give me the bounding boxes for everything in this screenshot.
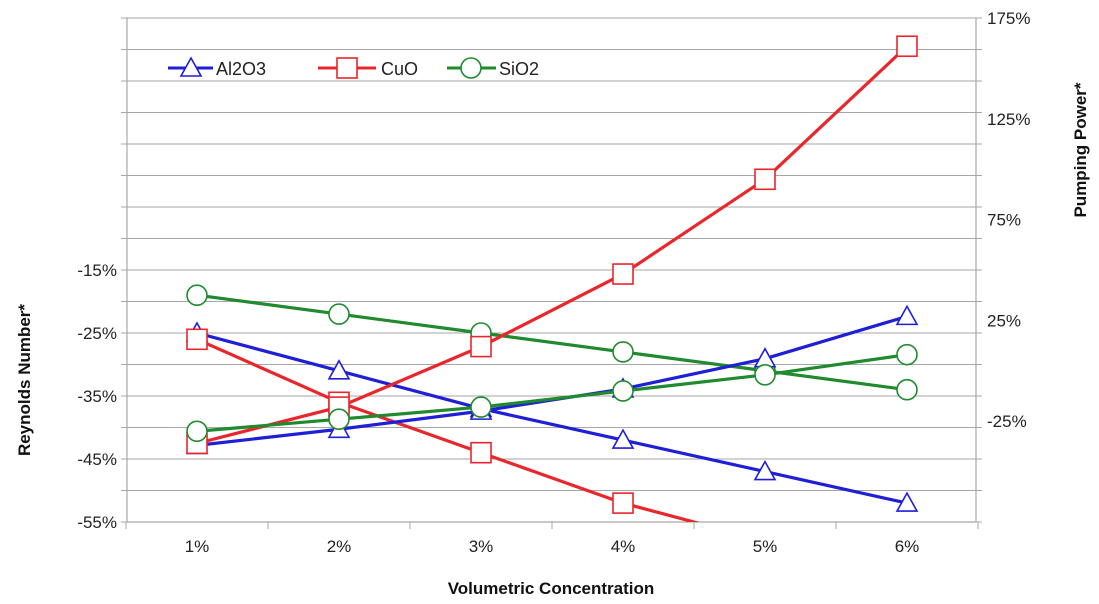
legend-marker-cuo [336, 57, 358, 79]
data-point-al2o3-left [327, 359, 351, 380]
series-line-sio2-right [195, 353, 909, 433]
x-tick-label: 3% [469, 537, 494, 556]
series-al2o3-left [185, 321, 919, 512]
series-al2o3-right [185, 304, 919, 455]
series-line-al2o3-left [195, 331, 909, 505]
y-tick-label-left: -45% [77, 450, 117, 469]
series-line-al2o3-right [195, 314, 909, 447]
y-tick-label-right: 25% [987, 311, 1021, 330]
data-point-sio2-right [328, 408, 350, 430]
legend: Al2O3 CuO SiO2 [168, 56, 539, 79]
x-tick-label: 5% [753, 537, 778, 556]
data-point-sio2-right [612, 380, 634, 402]
y-axis-title: Reynolds Number* [15, 304, 34, 456]
legend-item-cuo: CuO [318, 57, 418, 79]
y-tick-label-right: 75% [987, 211, 1021, 230]
tick-labels: -55% -45% -35% -25% -15% -25% 25% 75% 125% 175% 1%… [77, 9, 1030, 556]
data-point-sio2-right [754, 364, 776, 386]
y-tick-label-left: -35% [77, 387, 117, 406]
data-point-al2o3-left [895, 491, 919, 512]
x-axis-title: Volumetric Concentration [448, 579, 655, 598]
x-tick-label: 1% [185, 537, 210, 556]
series-line-sio2-left [195, 293, 909, 392]
legend-label-cuo: CuO [381, 59, 418, 79]
data-point-cuo-right [612, 263, 634, 285]
data-point-al2o3-right [895, 304, 919, 326]
legend-item-al2o3: Al2O3 [168, 56, 266, 79]
data-point-cuo-left [612, 492, 634, 514]
x-tick-label: 6% [895, 537, 920, 556]
data-point-cuo-right [470, 335, 492, 358]
data-point-sio2-right [470, 396, 492, 418]
data-point-sio2-left [328, 303, 350, 325]
series-layer [185, 35, 919, 522]
data-point-cuo-left [186, 328, 208, 351]
x-tick-label: 2% [327, 537, 352, 556]
gridlines [127, 17, 976, 523]
legend-item-sio2: SiO2 [447, 57, 539, 79]
legend-label-al2o3: Al2O3 [216, 59, 266, 79]
y-tick-label-left: -15% [77, 261, 117, 280]
data-point-sio2-left [186, 284, 208, 307]
y-tick-label-right: -25% [987, 412, 1027, 431]
y2-axis-title: Pumping Power* [1071, 82, 1090, 217]
data-point-sio2-left [612, 341, 634, 363]
y-tick-label-right: 125% [987, 110, 1030, 129]
data-point-cuo-left [470, 441, 492, 464]
data-point-cuo-right [754, 168, 776, 191]
data-point-sio2-right [896, 343, 918, 366]
series-cuo-right [186, 35, 918, 455]
data-point-sio2-left [896, 378, 918, 401]
x-tick-label: 4% [611, 537, 636, 556]
legend-marker-sio2 [460, 57, 482, 79]
series-line-cuo-left [195, 337, 701, 522]
data-point-al2o3-left [611, 428, 635, 449]
y-tick-label-left: -55% [77, 513, 117, 532]
legend-marker-al2o3 [179, 56, 203, 77]
data-point-al2o3-left [753, 459, 777, 481]
series-cuo-left [186, 328, 701, 522]
data-point-cuo-right [896, 35, 918, 58]
plot-frame [121, 17, 982, 529]
series-sio2-right [186, 343, 918, 443]
legend-label-sio2: SiO2 [499, 59, 539, 79]
data-point-sio2-right [186, 420, 208, 443]
y-tick-label-left: -25% [77, 324, 117, 343]
y-tick-label-right: 175% [987, 9, 1030, 28]
series-line-cuo-right [195, 44, 909, 445]
